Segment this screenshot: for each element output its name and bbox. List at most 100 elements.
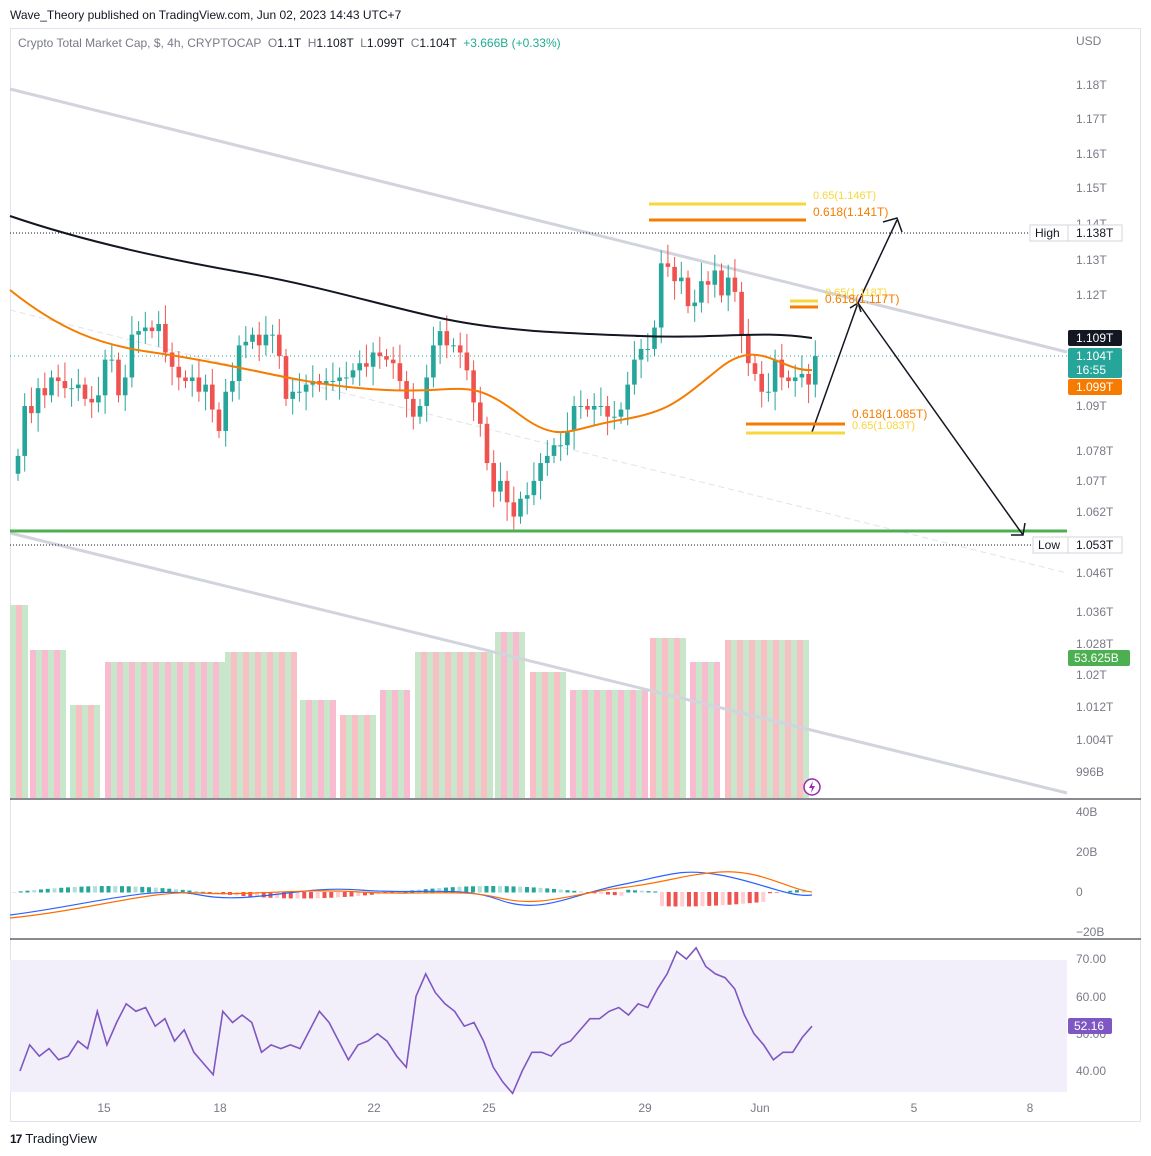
macd-histogram-bar	[592, 892, 597, 894]
volume-bar	[696, 662, 702, 798]
chart-canvas[interactable]: USD 1.18T1.17T1.16T1.15T1.14T1.13T1.12T1…	[0, 0, 1151, 1120]
candle-body	[759, 373, 764, 392]
candle-body	[370, 352, 376, 367]
macd-histogram-bar	[680, 892, 685, 907]
volume-bar	[708, 662, 714, 798]
volume-bar	[380, 690, 386, 798]
candle-body	[638, 348, 644, 360]
macd-histogram-bar	[86, 886, 91, 893]
low-value: 1.099T	[366, 36, 405, 50]
candle-body	[598, 406, 604, 407]
candle-body	[337, 377, 342, 382]
volume-bar	[189, 662, 195, 798]
price-badge-countdown: 16:55	[1076, 363, 1106, 377]
volume-bar	[183, 662, 189, 798]
volume-bar	[469, 652, 475, 798]
macd-histogram-bar	[18, 891, 23, 893]
volume-bar	[76, 705, 82, 798]
price-tick: 1.18T	[1076, 78, 1107, 92]
volume-bar	[463, 652, 469, 798]
candle-body	[303, 384, 309, 392]
time-tick: 22	[367, 1101, 381, 1115]
symbol-name[interactable]: Crypto Total Market Cap, $, 4h, CRYPTOCA…	[18, 36, 262, 50]
volume-bar	[88, 705, 94, 798]
macd-histogram-bar	[565, 890, 570, 893]
candle-body	[471, 370, 476, 403]
macd-histogram-bar	[349, 892, 354, 897]
signal-line	[9, 871, 813, 919]
tradingview-footer[interactable]: 17 TradingView	[10, 1131, 97, 1146]
volume-bar	[225, 652, 231, 798]
open-label: O	[267, 36, 278, 50]
volume-badge-bg	[1068, 650, 1130, 666]
candle-body	[176, 366, 182, 378]
candle-body	[578, 406, 584, 407]
candle-body	[766, 391, 771, 393]
volume-bar	[594, 690, 600, 798]
candle-body	[210, 384, 215, 410]
macd-histogram-bar	[727, 892, 732, 905]
volume-bar	[674, 638, 680, 798]
macd-histogram-bar	[545, 888, 550, 893]
volume-bar	[195, 662, 201, 798]
candle-body	[752, 363, 758, 374]
volume-bar	[10, 605, 16, 798]
macd-histogram-bar	[390, 892, 394, 893]
volume-bar	[642, 690, 648, 798]
high-badge-label: High	[1035, 226, 1060, 240]
candle-body	[699, 281, 704, 303]
volume-bar	[433, 652, 439, 798]
volume-bar	[346, 715, 352, 798]
volume-bar	[141, 662, 147, 798]
macd-tick: −20B	[1076, 925, 1104, 939]
volume-bar	[791, 640, 797, 798]
candle-body	[484, 423, 490, 464]
macd-histogram-bar	[282, 892, 286, 899]
macd-histogram-bar	[531, 887, 536, 893]
symbol-legend: Crypto Total Market Cap, $, 4h, CRYPTOCA…	[18, 36, 561, 50]
macd-histogram-bar	[666, 892, 671, 907]
macd-histogram-bar	[768, 892, 772, 894]
volume-bar	[364, 715, 370, 798]
price-badge-bg	[1068, 348, 1122, 378]
high-badge-bg	[1067, 224, 1123, 242]
candle-body	[719, 270, 724, 296]
chart-frame	[10, 28, 1141, 1122]
close-value: 1.104T	[419, 36, 457, 50]
macd-histogram-bar	[133, 886, 138, 893]
candle-body	[357, 363, 362, 371]
candle-body	[746, 334, 751, 364]
volume-bar	[237, 652, 243, 798]
price-tick: 1.046T	[1076, 566, 1114, 580]
macd-histogram-bar	[612, 892, 617, 896]
candle-body	[605, 406, 610, 417]
macd-histogram-bar	[525, 887, 529, 893]
candle-body	[457, 345, 463, 353]
candle-body	[297, 391, 302, 393]
candle-body	[163, 323, 168, 353]
macd-histogram-bar	[599, 892, 604, 894]
candle-body	[96, 395, 101, 403]
candle-body	[22, 406, 27, 456]
candle-body	[42, 388, 48, 396]
volume-bar	[392, 690, 398, 798]
volume-bar	[30, 650, 36, 798]
macd-histogram-bar	[734, 892, 739, 905]
macd-histogram-bar	[315, 892, 320, 899]
rsi-tick: 60.00	[1076, 990, 1106, 1004]
macd-histogram-bar	[518, 886, 523, 893]
candle-body	[498, 480, 503, 492]
volume-bar	[668, 638, 674, 798]
volume-bar	[352, 715, 358, 798]
candle-body	[672, 266, 677, 282]
rsi-badge-bg	[1068, 1018, 1112, 1034]
rsi-pane	[19, 946, 813, 1095]
macd-histogram-bar	[72, 886, 77, 893]
macd-histogram-bar	[302, 892, 307, 899]
macd-histogram-bar	[626, 889, 631, 893]
candle-body	[143, 327, 148, 332]
volume-bar	[279, 652, 285, 798]
rsi-badge-value: 52.16	[1074, 1019, 1104, 1033]
macd-tick: 0	[1076, 885, 1083, 899]
candle-body	[250, 334, 255, 342]
